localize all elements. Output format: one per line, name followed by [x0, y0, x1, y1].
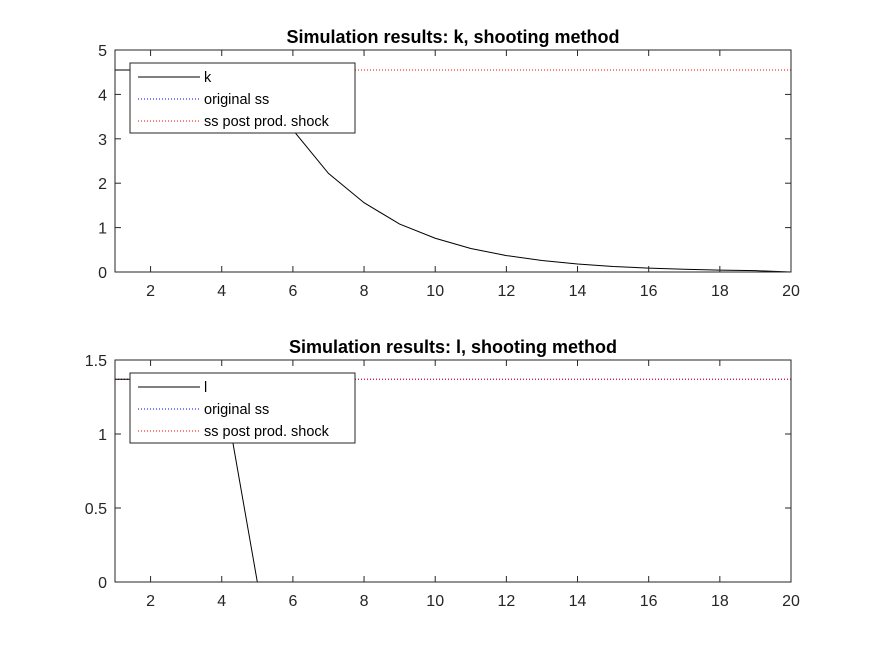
x-tick-label: 16 — [640, 593, 658, 610]
x-tick-label: 8 — [360, 593, 369, 610]
x-tick-label: 18 — [711, 283, 729, 300]
x-tick-label: 14 — [569, 593, 587, 610]
y-tick-label: 1 — [98, 427, 107, 444]
y-tick-label: 1 — [98, 221, 107, 238]
x-tick-label: 6 — [288, 283, 297, 300]
y-tick-label: 2 — [98, 176, 107, 193]
chart-title: Simulation results: l, shooting method — [289, 337, 617, 357]
y-tick-label: 0 — [98, 265, 107, 282]
chart-title: Simulation results: k, shooting method — [286, 27, 619, 47]
x-tick-label: 12 — [497, 283, 515, 300]
x-tick-label: 12 — [497, 593, 515, 610]
x-tick-label: 8 — [360, 283, 369, 300]
legend-label-2: original ss — [204, 402, 269, 418]
x-tick-label: 20 — [782, 593, 800, 610]
x-tick-label: 20 — [782, 283, 800, 300]
legend-box — [129, 372, 356, 444]
x-tick-label: 10 — [426, 593, 444, 610]
x-tick-label: 18 — [711, 593, 729, 610]
x-tick-label: 6 — [288, 593, 297, 610]
legend: k original ss ss post prod. shock — [129, 62, 356, 134]
y-tick-label: 3 — [98, 132, 107, 149]
legend-label-3: ss post prod. shock — [204, 114, 330, 130]
y-tick-label: 0.5 — [85, 501, 107, 518]
x-tick-label: 4 — [217, 283, 226, 300]
x-tick-label: 10 — [426, 283, 444, 300]
legend-label-1: k — [204, 70, 212, 86]
legend-label-2: original ss — [204, 92, 269, 108]
axes-box — [114, 49, 792, 273]
y-tick-label: 1.5 — [85, 353, 107, 370]
x-tick-label: 2 — [146, 593, 155, 610]
x-tick-label: 16 — [640, 283, 658, 300]
legend: l original ss ss post prod. shock — [129, 372, 356, 444]
legend-box — [129, 62, 356, 134]
x-tick-label: 4 — [217, 593, 226, 610]
axes-box — [114, 359, 792, 583]
legend-label-3: ss post prod. shock — [204, 424, 330, 440]
legend-label-1: l — [204, 380, 207, 396]
plot-panel-2: 2 4 6 8 10 12 14 16 18 20 0 0.5 1 1.5 Simulation resul… — [85, 337, 800, 610]
y-tick-label: 4 — [98, 87, 107, 104]
y-tick-label: 0 — [98, 575, 107, 592]
x-tick-label: 2 — [146, 283, 155, 300]
x-tick-label: 14 — [569, 283, 587, 300]
y-tick-label: 5 — [98, 43, 107, 60]
